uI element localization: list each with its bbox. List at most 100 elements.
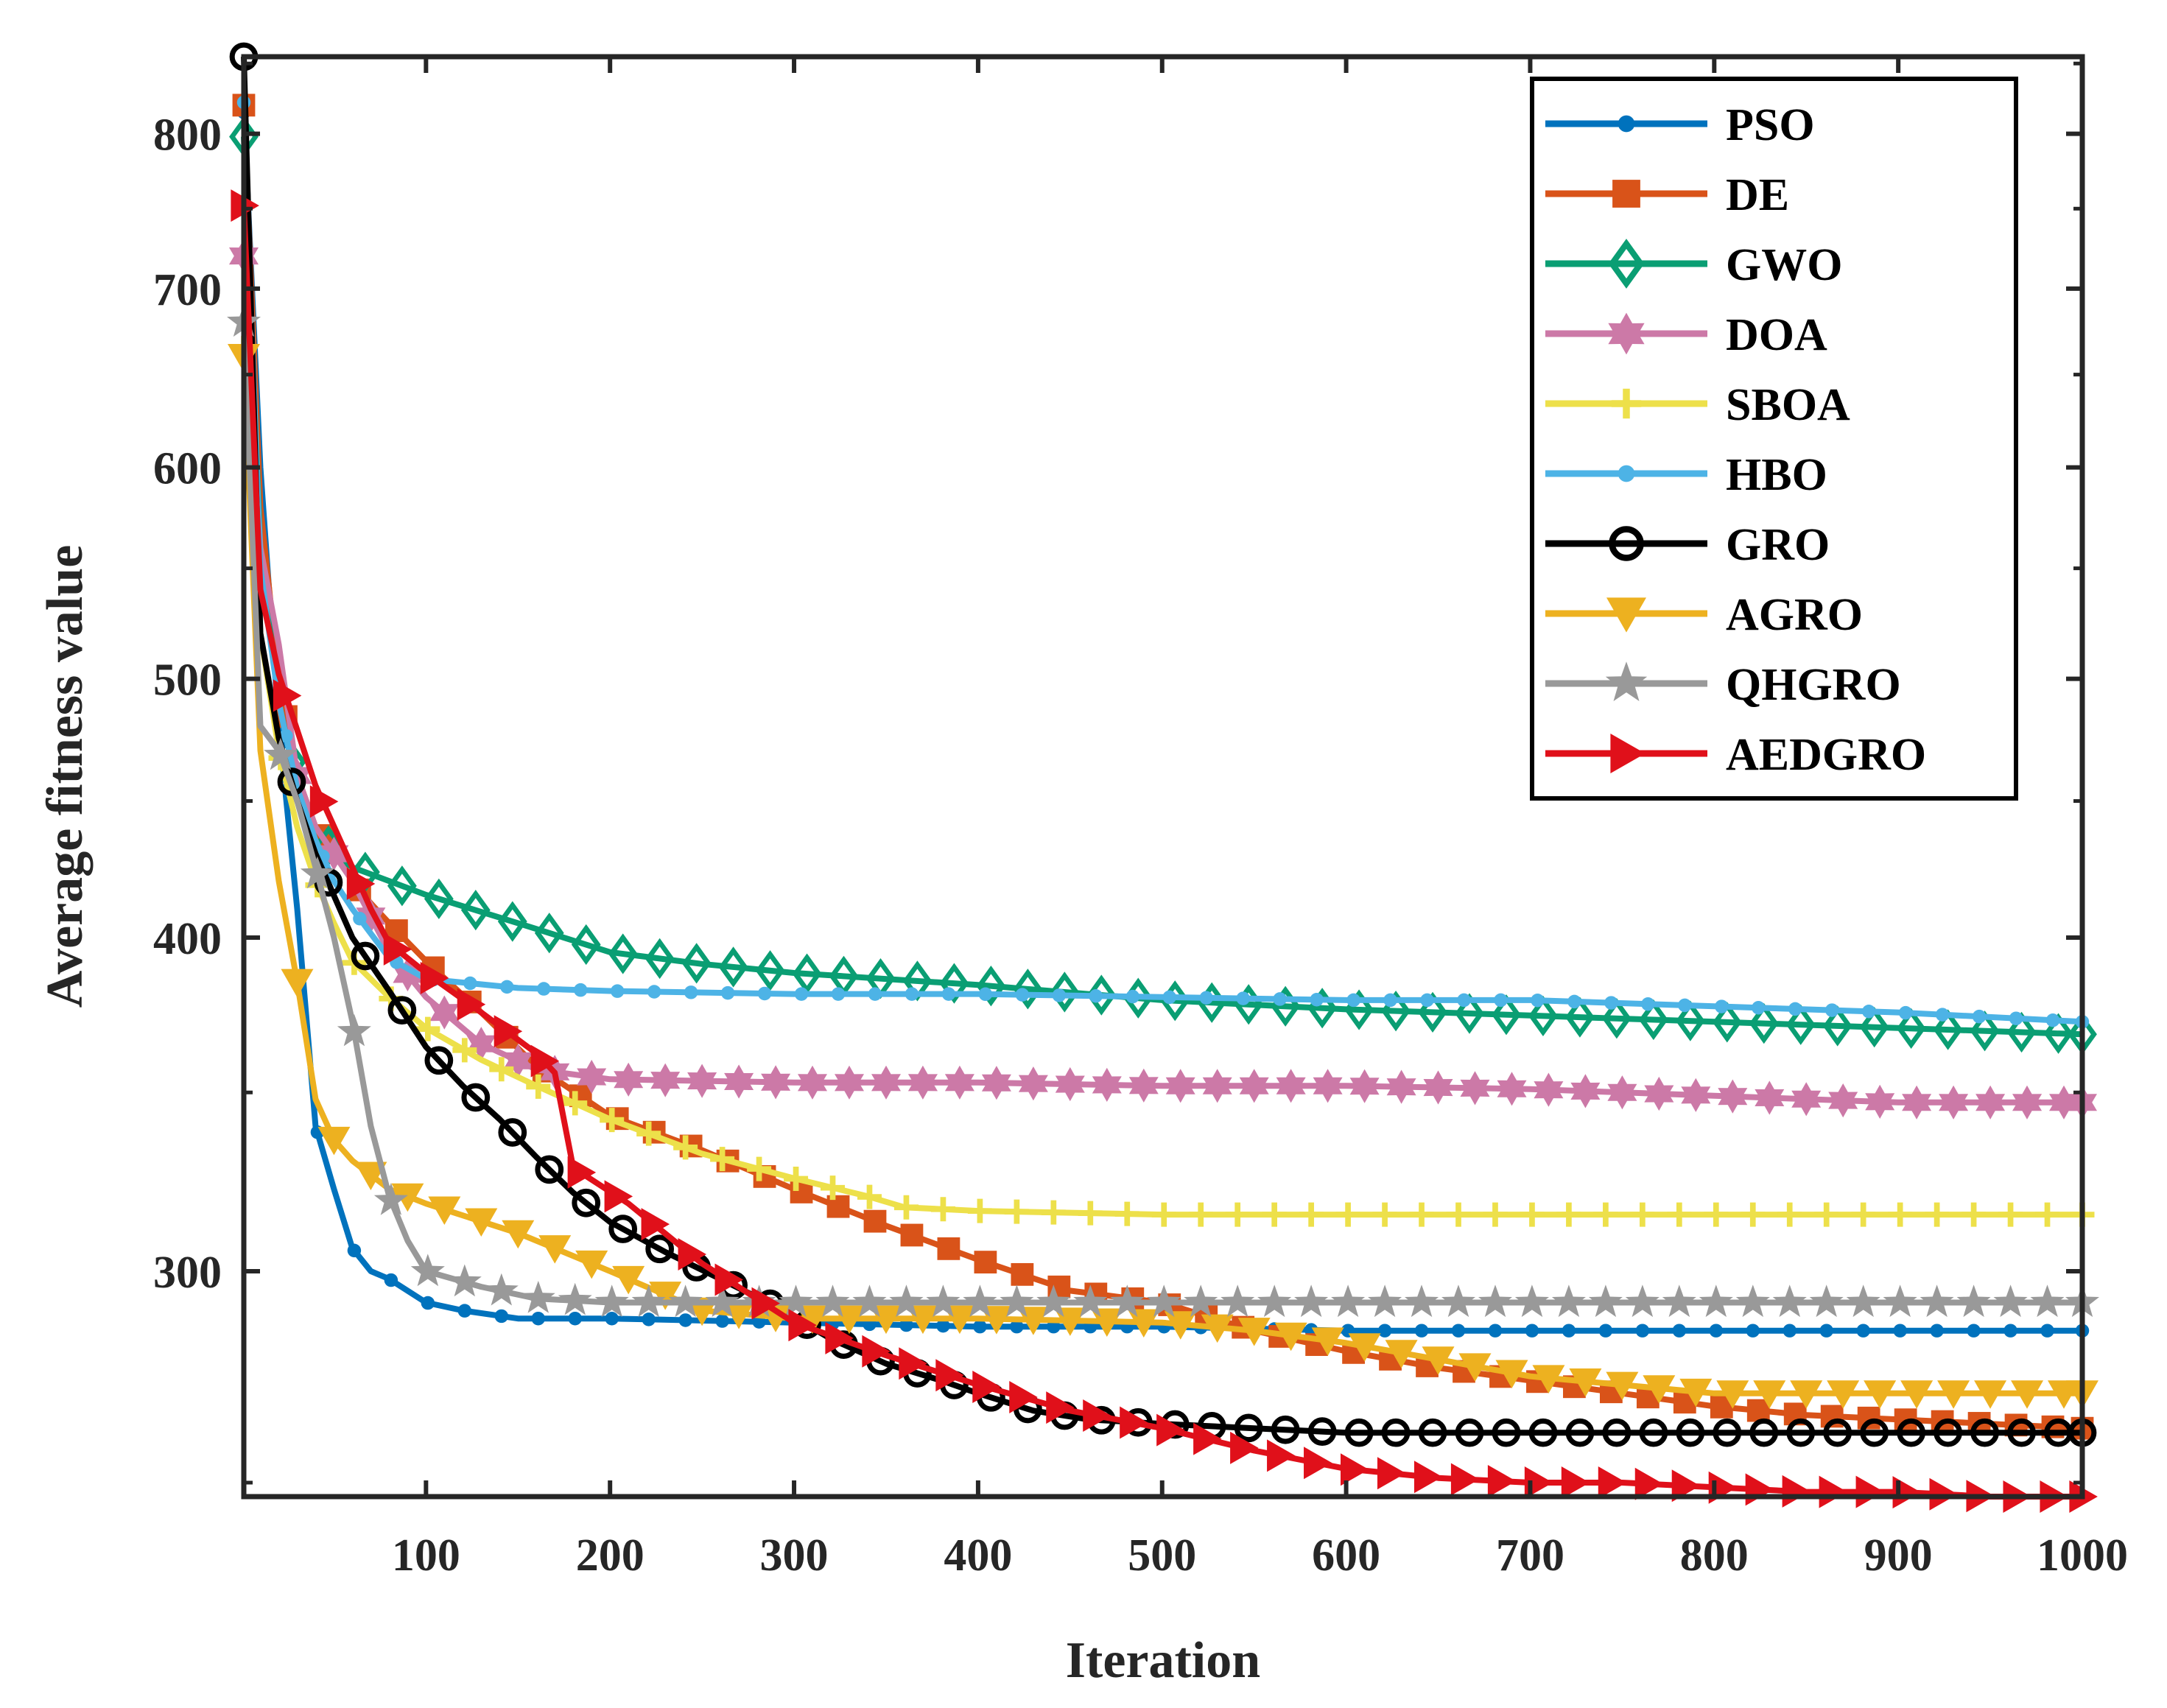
data-point-qhgro bbox=[631, 1284, 666, 1318]
data-point-aedgro bbox=[567, 1156, 597, 1189]
data-point-qhgro bbox=[1993, 1284, 2028, 1318]
data-point-sboa bbox=[1078, 1201, 1103, 1226]
data-point-doa bbox=[577, 1059, 607, 1094]
data-point-agro bbox=[391, 1183, 424, 1212]
data-point-de bbox=[863, 1209, 887, 1233]
x-tick-label: 1000 bbox=[2037, 1530, 2128, 1581]
x-tick-label: 500 bbox=[1128, 1530, 1196, 1581]
series-markers-sboa bbox=[231, 336, 2095, 1227]
data-point-doa bbox=[1497, 1072, 1527, 1106]
data-point-doa bbox=[319, 837, 349, 871]
data-point-doa bbox=[356, 899, 386, 933]
data-point-gro bbox=[1713, 1418, 1742, 1447]
data-point-pso bbox=[1562, 1324, 1576, 1338]
data-point-hbo bbox=[1199, 991, 1213, 1005]
data-point-pso bbox=[1819, 1324, 1833, 1338]
data-point-agro bbox=[1900, 1380, 1934, 1409]
data-point-sboa bbox=[1409, 1202, 1434, 1227]
data-point-pso bbox=[384, 1273, 398, 1287]
data-point-agro bbox=[1422, 1346, 1455, 1375]
data-point-aedgro bbox=[1340, 1453, 1369, 1486]
data-point-qhgro bbox=[1883, 1284, 1917, 1318]
data-point-pso bbox=[1525, 1324, 1539, 1338]
data-point-hbo bbox=[1494, 993, 1508, 1008]
data-point-agro bbox=[1532, 1365, 1565, 1394]
legend-entry-gwo: GWO bbox=[1545, 239, 1842, 290]
data-point-hbo bbox=[1715, 999, 1729, 1013]
y-tick-label: 400 bbox=[153, 914, 222, 964]
data-point-agro bbox=[465, 1208, 498, 1237]
data-point-doa bbox=[871, 1065, 901, 1100]
data-point-gro bbox=[1676, 1418, 1705, 1447]
data-point-doa bbox=[798, 1065, 827, 1100]
legend-entry-hbo: HBO bbox=[1545, 450, 1827, 500]
data-point-doa bbox=[1975, 1085, 2006, 1120]
data-point-gwo bbox=[2043, 1013, 2073, 1054]
data-point-gro bbox=[1565, 1418, 1595, 1447]
data-point-hbo bbox=[684, 985, 698, 999]
data-point-sboa bbox=[526, 1074, 551, 1099]
data-point-doa bbox=[1202, 1069, 1232, 1103]
data-point-hbo bbox=[1052, 988, 1067, 1002]
x-tick-label: 300 bbox=[760, 1530, 829, 1581]
data-point-qhgro bbox=[1809, 1284, 1844, 1318]
data-point-hbo bbox=[1310, 993, 1324, 1007]
legend-label: AGRO bbox=[1726, 590, 1863, 640]
data-point-hbo bbox=[831, 987, 846, 1001]
data-point-sboa bbox=[1888, 1202, 1913, 1227]
data-point-qhgro bbox=[1257, 1284, 1292, 1318]
data-point-sboa bbox=[415, 1016, 440, 1041]
data-point-aedgro bbox=[751, 1287, 780, 1320]
data-point-aedgro bbox=[1156, 1413, 1185, 1447]
data-point-doa bbox=[1092, 1067, 1122, 1102]
x-tick-label: 400 bbox=[944, 1530, 1012, 1581]
data-point-aedgro bbox=[346, 867, 376, 900]
data-point-de bbox=[974, 1251, 997, 1274]
data-point-hbo bbox=[647, 985, 661, 999]
data-point-pso bbox=[1635, 1324, 1650, 1338]
data-point-agro bbox=[502, 1220, 535, 1249]
data-point-agro bbox=[1790, 1380, 1823, 1409]
data-point-sboa bbox=[1041, 1200, 1066, 1225]
data-point-doa bbox=[1570, 1074, 1601, 1108]
data-point-sboa bbox=[1151, 1202, 1176, 1227]
data-point-aedgro bbox=[788, 1309, 817, 1342]
data-point-doa bbox=[687, 1064, 717, 1098]
data-point-qhgro bbox=[447, 1264, 482, 1297]
data-point-sboa bbox=[710, 1147, 735, 1172]
data-point-gro bbox=[1823, 1418, 1852, 1447]
data-point-pso bbox=[1451, 1324, 1466, 1338]
data-point-gwo bbox=[2006, 1011, 2037, 1053]
data-point-hbo bbox=[1015, 988, 1030, 1002]
data-point-hbo bbox=[537, 982, 551, 996]
y-axis-title: Average fitness value bbox=[37, 545, 94, 1008]
data-point-de bbox=[1746, 1399, 1770, 1422]
data-point-agro bbox=[1458, 1353, 1492, 1382]
data-point-qhgro bbox=[264, 737, 298, 770]
legend-label: QHGRO bbox=[1726, 660, 1901, 710]
data-point-aedgro bbox=[1083, 1399, 1111, 1432]
data-point-agro bbox=[612, 1265, 645, 1295]
data-point-agro bbox=[1311, 1327, 1344, 1356]
x-tick-label: 200 bbox=[576, 1530, 645, 1581]
data-point-qhgro bbox=[1294, 1284, 1329, 1318]
data-point-sboa bbox=[967, 1198, 992, 1223]
data-point-pso bbox=[1746, 1324, 1760, 1338]
data-point-agro bbox=[649, 1282, 682, 1310]
data-point-pso bbox=[605, 1312, 619, 1326]
data-point-pso bbox=[1709, 1324, 1724, 1338]
data-point-agro bbox=[1827, 1380, 1860, 1409]
data-point-qhgro bbox=[779, 1284, 813, 1318]
data-point-sboa bbox=[1925, 1202, 1950, 1227]
data-point-sboa bbox=[784, 1167, 809, 1192]
data-point-sboa bbox=[1556, 1202, 1581, 1227]
data-point-gwo bbox=[1638, 999, 1668, 1041]
data-point-agro bbox=[1164, 1311, 1197, 1340]
data-point-qhgro bbox=[521, 1281, 555, 1313]
data-point-gro bbox=[498, 1118, 527, 1147]
data-point-qhgro bbox=[1699, 1284, 1733, 1318]
data-point-doa bbox=[614, 1062, 644, 1097]
data-point-aedgro bbox=[1377, 1457, 1406, 1490]
data-point-aedgro bbox=[1267, 1439, 1296, 1472]
data-point-qhgro bbox=[1478, 1284, 1512, 1318]
